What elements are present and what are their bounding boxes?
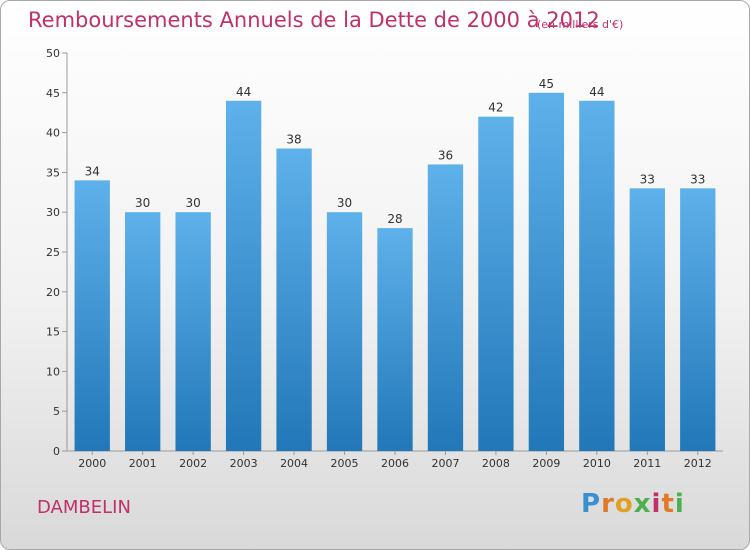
bar-value-label: 33 [690,172,705,186]
bar [74,180,110,452]
y-tick-label: 10 [46,365,60,378]
bar [629,188,665,451]
bar [377,228,413,451]
chart-title: Remboursements Annuels de la Dette de 20… [28,8,600,32]
y-tick-label: 5 [53,405,60,418]
bar [528,92,565,452]
y-tick-label: 15 [46,326,60,339]
x-tick-label: 2004 [280,457,308,470]
value-labels: 34 30 30 44 38 30 28 36 42 45 44 33 33 [85,77,706,226]
bar [125,212,161,451]
bar-value-label: 44 [589,85,604,99]
bar [175,212,211,451]
proxiti-logo: Proxiti [581,489,685,519]
x-tick-label: 2007 [431,457,459,470]
bar [225,100,262,451]
bar-value-label: 30 [186,196,201,210]
bar-value-label: 44 [236,85,251,99]
unit-note: (en milliers d'€) [537,18,624,31]
bar-value-label: 30 [337,196,352,210]
y-tick-label: 30 [46,206,60,219]
y-tick-label: 0 [53,445,60,458]
y-tick-label: 45 [46,87,60,100]
bar-value-label: 45 [539,77,554,91]
bar-value-label: 33 [640,172,655,186]
bar-value-label: 28 [387,212,402,226]
bar [680,188,716,451]
y-tick-label: 35 [46,166,60,179]
x-tick-label: 2002 [179,457,207,470]
bar-value-label: 38 [286,133,301,147]
y-tick-label: 40 [46,127,60,140]
bar [276,148,312,451]
bar [427,164,464,451]
x-tick-label: 2008 [482,457,510,470]
bar [579,100,615,451]
x-tick-label: 2010 [583,457,611,470]
y-tick-label: 50 [46,47,60,60]
bar [478,116,514,452]
bar-value-label: 36 [438,148,453,162]
x-tick-label: 2006 [381,457,409,470]
axes: 0 5 10 15 20 25 30 35 40 45 50 2000 2001 2002 2003 2004… [46,47,723,470]
x-tick-label: 2009 [532,457,560,470]
x-tick-label: 2005 [331,457,359,470]
x-tick-label: 2012 [684,457,712,470]
bar-value-label: 30 [135,196,150,210]
commune-name: DAMBELIN [37,497,131,518]
x-tick-label: 2011 [633,457,661,470]
y-tick-label: 20 [46,286,60,299]
bar-value-label: 42 [488,101,503,115]
bars [74,92,716,452]
x-tick-label: 2000 [78,457,106,470]
bar-value-label: 34 [85,164,100,178]
y-tick-label: 25 [46,246,60,259]
x-tick-label: 2001 [129,457,157,470]
x-tick-label: 2003 [230,457,258,470]
bar [326,212,363,451]
